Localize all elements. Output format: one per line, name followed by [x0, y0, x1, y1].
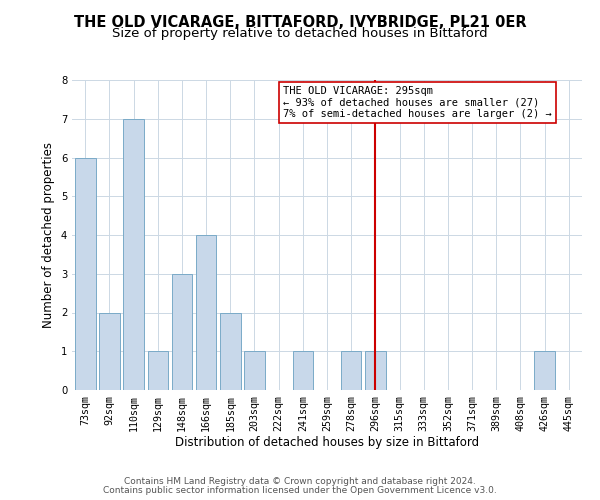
Text: Contains public sector information licensed under the Open Government Licence v3: Contains public sector information licen…	[103, 486, 497, 495]
Text: THE OLD VICARAGE, BITTAFORD, IVYBRIDGE, PL21 0ER: THE OLD VICARAGE, BITTAFORD, IVYBRIDGE, …	[74, 15, 526, 30]
Text: THE OLD VICARAGE: 295sqm
← 93% of detached houses are smaller (27)
7% of semi-de: THE OLD VICARAGE: 295sqm ← 93% of detach…	[283, 86, 552, 119]
Bar	[365, 351, 386, 390]
Bar	[196, 235, 217, 390]
Bar	[341, 351, 361, 390]
Text: Size of property relative to detached houses in Bittaford: Size of property relative to detached ho…	[112, 28, 488, 40]
Bar	[148, 351, 168, 390]
Bar	[534, 351, 555, 390]
Bar	[293, 351, 313, 390]
Bar	[124, 118, 144, 390]
Bar	[75, 158, 95, 390]
Bar	[244, 351, 265, 390]
Bar	[220, 312, 241, 390]
Bar	[172, 274, 192, 390]
X-axis label: Distribution of detached houses by size in Bittaford: Distribution of detached houses by size …	[175, 436, 479, 450]
Y-axis label: Number of detached properties: Number of detached properties	[42, 142, 55, 328]
Text: Contains HM Land Registry data © Crown copyright and database right 2024.: Contains HM Land Registry data © Crown c…	[124, 477, 476, 486]
Bar	[99, 312, 120, 390]
